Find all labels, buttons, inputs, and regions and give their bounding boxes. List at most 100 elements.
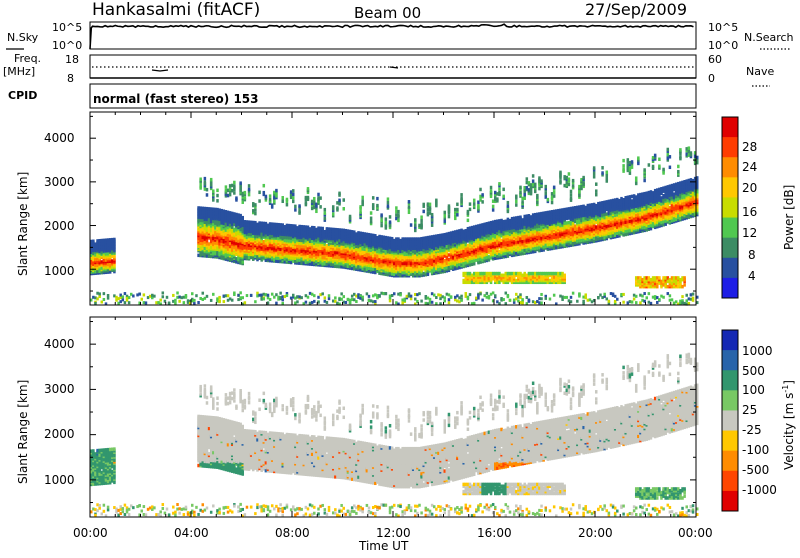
power-cell	[206, 295, 209, 298]
power-cell	[389, 220, 392, 224]
power-cell	[246, 294, 249, 297]
power-cell	[229, 193, 232, 197]
power-cell	[313, 300, 316, 303]
power-cell	[460, 295, 463, 298]
power-cell	[418, 292, 421, 295]
power-cell	[269, 298, 272, 301]
power-cell	[174, 299, 177, 302]
power-cell	[271, 293, 274, 296]
power-cell	[305, 201, 308, 205]
power-cell	[521, 301, 524, 304]
power-cell	[523, 193, 526, 197]
power-cell	[263, 184, 266, 188]
power-cell	[199, 177, 202, 181]
power-cell	[231, 299, 234, 302]
nsearch-tick-bottom: 10^0	[708, 39, 738, 52]
power-cell	[494, 294, 497, 297]
power-cell	[340, 298, 343, 301]
power-cell	[191, 292, 194, 295]
power-cell	[387, 201, 390, 205]
power-cell	[317, 193, 320, 197]
power-cell	[199, 184, 202, 188]
power-cell	[233, 184, 236, 188]
power-cell	[345, 301, 348, 304]
power-cell	[281, 298, 284, 301]
power-cell	[477, 204, 480, 208]
power-cell	[422, 210, 425, 214]
power-cell	[496, 197, 499, 201]
power-cell	[328, 294, 331, 297]
power-cell	[420, 222, 423, 226]
power-cell	[429, 203, 432, 207]
power-cell	[296, 300, 299, 303]
power-cell	[481, 200, 484, 204]
freq-tick-bottom: 8	[67, 72, 74, 85]
power-cell	[429, 206, 432, 210]
power-cell	[153, 295, 156, 298]
power-cell	[359, 210, 362, 214]
power-cell	[98, 292, 101, 295]
power-cell	[467, 219, 470, 223]
power-cell	[292, 189, 295, 193]
power-cell	[374, 300, 377, 303]
power-cell	[176, 291, 179, 294]
power-cell	[294, 208, 297, 212]
power-cell	[286, 294, 289, 297]
power-cell	[204, 180, 207, 184]
power-cell	[292, 294, 295, 297]
power-cell	[107, 294, 110, 297]
power-cell	[456, 208, 459, 212]
power-cell	[467, 296, 470, 299]
power-cell	[294, 205, 297, 209]
power-cell	[324, 208, 327, 212]
power-cell	[124, 292, 127, 295]
power-cell	[225, 185, 228, 189]
power-cell	[210, 299, 213, 302]
power-cell	[212, 189, 215, 193]
power-cell	[361, 196, 364, 200]
power-cell	[481, 193, 484, 197]
power-cell	[313, 294, 316, 297]
power-cell	[370, 220, 373, 224]
power-cell	[420, 219, 423, 223]
nsky-tick-bottom: 10^0	[52, 39, 82, 52]
power-cell	[300, 296, 303, 299]
power-cell	[242, 216, 245, 220]
power-cell	[486, 292, 489, 295]
power-cell	[174, 302, 177, 305]
power-cell	[519, 191, 522, 195]
cpid-text: normal (fast stereo) 153	[93, 92, 259, 106]
power-cell	[321, 227, 324, 231]
power-cell	[263, 297, 266, 300]
power-cell	[195, 294, 198, 297]
power-cell	[444, 296, 447, 299]
power-cell	[479, 292, 482, 295]
power-cell	[216, 194, 219, 198]
power-cell	[319, 196, 322, 200]
power-cell	[450, 296, 453, 299]
nave-tick-top: 60	[708, 53, 722, 66]
power-cell	[218, 299, 221, 302]
power-cell	[244, 191, 247, 195]
power-cell	[248, 193, 251, 197]
power-cell	[481, 299, 484, 302]
power-cell	[332, 205, 335, 209]
power-cell	[279, 292, 282, 295]
power-cell	[265, 195, 268, 199]
power-cell	[275, 189, 278, 193]
power-cell	[502, 298, 505, 301]
power-cell	[168, 301, 171, 304]
power-cell	[292, 196, 295, 200]
power-cell	[435, 199, 438, 203]
power-cell	[244, 196, 247, 200]
power-cell	[492, 208, 495, 212]
power-cell	[414, 223, 417, 227]
power-cell	[355, 300, 358, 303]
nave-label: Nave	[746, 65, 774, 78]
power-cell	[399, 293, 402, 296]
power-cell	[431, 301, 434, 304]
power-cell	[267, 294, 270, 297]
power-cell	[307, 187, 310, 191]
power-cell	[395, 206, 398, 210]
power-cell	[492, 205, 495, 209]
